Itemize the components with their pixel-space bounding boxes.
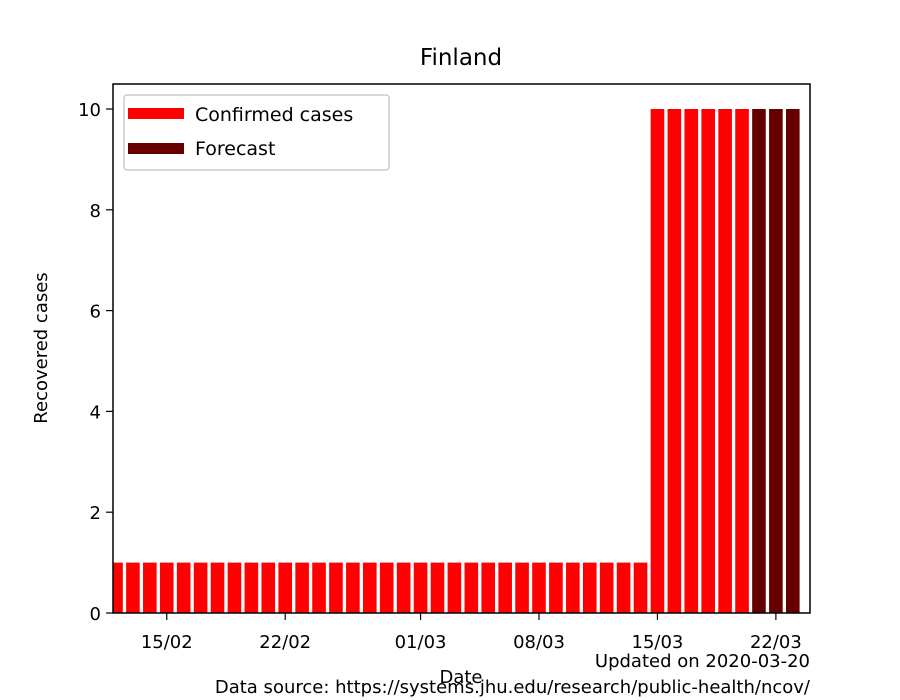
legend: Confirmed cases Forecast	[123, 94, 390, 171]
bar-confirmed	[616, 562, 631, 613]
x-tick-label: 15/02	[141, 632, 193, 653]
bar-confirmed	[413, 562, 428, 613]
bar-confirmed	[447, 562, 462, 613]
bar-forecast	[752, 109, 766, 613]
y-tick-label: 6	[90, 302, 101, 323]
bar-confirmed	[549, 562, 563, 613]
bar-confirmed	[718, 109, 732, 613]
bar-confirmed	[633, 562, 648, 613]
legend-frame	[123, 94, 390, 171]
bar-forecast	[786, 109, 800, 613]
y-tick-label: 10	[78, 100, 101, 121]
bar-confirmed	[143, 562, 157, 613]
bar-confirmed	[159, 562, 174, 613]
bar-confirmed	[227, 562, 242, 613]
bar-confirmed	[650, 109, 665, 613]
legend-swatch-confirmed	[128, 108, 184, 119]
bar-confirmed	[582, 562, 597, 613]
bar-confirmed	[379, 562, 394, 613]
bar-confirmed	[278, 562, 292, 613]
bar-confirmed	[329, 562, 343, 613]
plot-frame	[112, 83, 811, 614]
x-tick-label: 22/02	[259, 632, 311, 653]
bar-confirmed	[667, 109, 682, 613]
x-axis-label: Date	[439, 667, 482, 688]
bar-confirmed	[193, 562, 208, 613]
bars-group	[113, 109, 800, 613]
legend-label-forecast: Forecast	[195, 138, 275, 160]
bar-confirmed	[396, 562, 411, 613]
bar-confirmed	[210, 562, 225, 613]
bar-confirmed	[126, 562, 140, 613]
bar-confirmed	[566, 562, 580, 613]
data-source: Data source: https://systems.jhu.edu/res…	[214, 677, 810, 698]
bar-confirmed	[464, 562, 479, 613]
x-axis: 15/02 22/02 01/03 08/03 15/03 22/03	[141, 613, 802, 653]
y-axis: 0 2 4 6 8 10	[78, 100, 113, 625]
bar-confirmed	[363, 562, 377, 613]
bar-confirmed	[244, 562, 259, 613]
bar-confirmed	[532, 562, 546, 613]
x-tick-label: 01/03	[395, 632, 447, 653]
y-tick-label: 8	[90, 201, 101, 222]
bar-confirmed	[735, 109, 749, 613]
bar-confirmed	[261, 562, 276, 613]
y-axis-label: Recovered cases	[31, 272, 52, 423]
x-tick-label: 08/03	[513, 632, 565, 653]
chart-title: Finland	[420, 45, 502, 71]
bar-confirmed	[684, 109, 699, 613]
legend-label-confirmed: Confirmed cases	[195, 104, 353, 126]
bar-forecast	[769, 109, 783, 613]
x-tick-label: 22/03	[750, 632, 802, 653]
bar-confirmed	[430, 562, 445, 613]
legend-swatch-forecast	[128, 143, 184, 154]
bar-confirmed	[176, 562, 191, 613]
bar-confirmed	[599, 562, 614, 613]
y-tick-label: 0	[90, 604, 101, 625]
bar-confirmed	[701, 109, 715, 613]
x-tick-label: 15/03	[632, 632, 684, 653]
bar-confirmed	[312, 562, 326, 613]
bar-confirmed	[295, 562, 309, 613]
bar-confirmed	[113, 562, 123, 613]
bar-confirmed	[498, 562, 512, 613]
bar-confirmed	[515, 562, 529, 613]
y-tick-label: 4	[90, 402, 101, 423]
y-tick-label: 2	[90, 503, 101, 524]
bar-confirmed	[346, 562, 360, 613]
updated-date: Updated on 2020-03-20	[594, 651, 810, 672]
bar-confirmed	[481, 562, 496, 613]
